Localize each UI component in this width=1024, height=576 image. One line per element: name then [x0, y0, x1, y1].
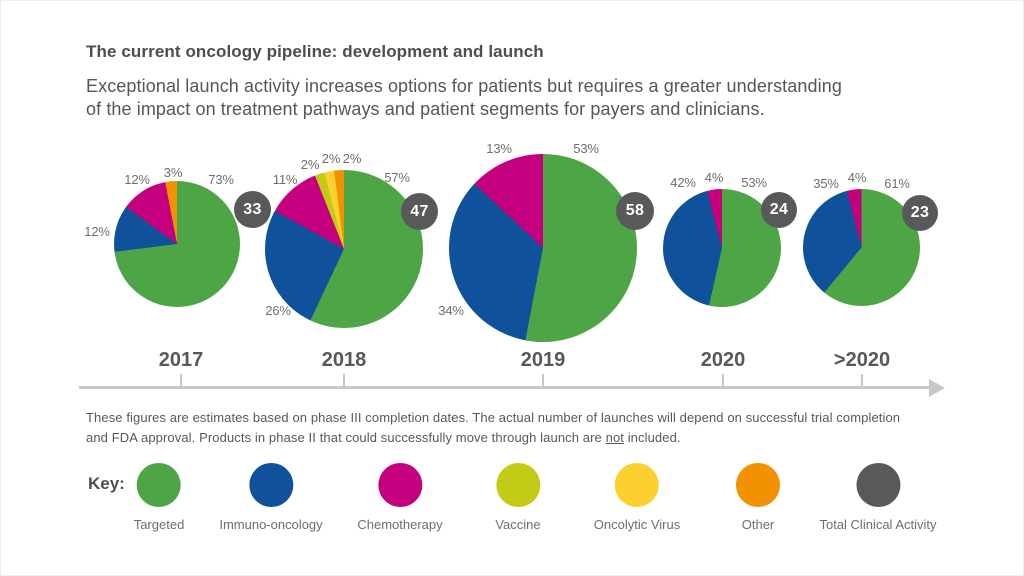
page-title: The current oncology pipeline: developme…	[86, 42, 544, 61]
pie-chart-after-2020	[803, 189, 920, 306]
year-label-2018: 2018	[321, 349, 367, 371]
total-count: 58	[625, 202, 645, 219]
footnote-line-2: and FDA approval. Products in phase II t…	[86, 430, 681, 445]
pie-label-targeted: 73%	[208, 172, 234, 187]
pie-label-other: 3%	[163, 165, 183, 180]
timeline-tick-2018	[343, 374, 345, 386]
total-badge-2020: 24	[761, 192, 797, 228]
targeted-swatch-icon	[137, 463, 181, 507]
year-label-after-2020: >2020	[833, 349, 891, 371]
year-label-2020: 2020	[700, 349, 746, 371]
pie-chart-2017	[114, 181, 240, 307]
footnote: These figures are estimates based on pha…	[86, 408, 900, 448]
chemotherapy-swatch-icon	[378, 463, 422, 507]
pie-label-other: 2%	[342, 151, 362, 166]
other-swatch-icon	[736, 463, 780, 507]
pie-chart-2019	[449, 154, 637, 342]
legend-key-label: Key:	[88, 474, 125, 493]
vaccine-swatch-icon	[495, 463, 540, 507]
legend-label: Oncolytic Virus	[593, 517, 681, 532]
legend-item-other: Other	[736, 463, 780, 532]
legend-item-immuno-oncology: Immuno-oncology	[219, 463, 323, 532]
pie-label-immuno-oncology: 35%	[813, 176, 839, 191]
legend-label: Other	[741, 517, 775, 532]
pie-label-chemotherapy: 4%	[847, 170, 867, 185]
legend-item-chemotherapy: Chemotherapy	[357, 463, 443, 532]
oncolytic-virus-swatch-icon	[615, 463, 659, 507]
total-count: 47	[410, 202, 429, 220]
total-badge-2017: 33	[234, 191, 271, 228]
pie-label-immuno-oncology: 12%	[84, 224, 110, 239]
total-badge-after-2020: 23	[902, 195, 938, 231]
page-subtitle: Exceptional launch activity increases op…	[86, 75, 842, 121]
legend-label: Targeted	[133, 517, 185, 532]
total-count: 33	[243, 200, 262, 218]
pie-label-chemotherapy: 13%	[486, 141, 512, 156]
timeline-tick-after-2020	[861, 374, 863, 386]
pie-chart-2018	[265, 170, 423, 328]
pie-label-immuno-oncology: 26%	[265, 303, 291, 318]
year-label-2017: 2017	[158, 349, 204, 371]
legend-label: Immuno-oncology	[219, 517, 323, 532]
timeline-tick-2017	[180, 374, 182, 386]
immuno-oncology-swatch-icon	[248, 463, 293, 507]
pie-label-immuno-oncology: 42%	[670, 175, 696, 190]
timeline-arrowhead-icon	[929, 379, 945, 397]
footnote-underlined-word: not	[605, 430, 624, 445]
pie-label-targeted: 53%	[573, 141, 599, 156]
legend-label: Vaccine	[495, 517, 541, 532]
year-label-2019: 2019	[520, 349, 566, 371]
legend-item-targeted: Targeted	[133, 463, 185, 532]
legend-label: Total Clinical Activity	[819, 517, 937, 532]
timeline-tick-2019	[542, 374, 544, 386]
pie-label-targeted: 57%	[384, 170, 410, 185]
pie-label-chemotherapy: 4%	[704, 170, 724, 185]
subtitle-line-1: Exceptional launch activity increases op…	[86, 76, 842, 96]
pie-label-chemotherapy: 12%	[124, 172, 150, 187]
timeline-tick-2020	[722, 374, 724, 386]
timeline-axis	[79, 386, 929, 389]
total-badge-2019: 58	[616, 192, 654, 230]
legend-label: Chemotherapy	[357, 517, 443, 532]
legend-item-vaccine: Vaccine	[495, 463, 541, 532]
legend-item-total-clinical-activity: Total Clinical Activity	[819, 463, 937, 532]
legend-item-oncolytic-virus: Oncolytic Virus	[594, 463, 680, 532]
pie-label-vaccine: 2%	[300, 157, 320, 172]
footnote-line-1: These figures are estimates based on pha…	[86, 410, 901, 425]
pie-label-immuno-oncology: 34%	[438, 303, 464, 318]
pie-label-oncolytic-virus: 2%	[321, 151, 341, 166]
pie-label-targeted: 61%	[884, 176, 910, 191]
total-count: 23	[910, 204, 930, 221]
subtitle-line-2: of the impact on treatment pathways and …	[86, 99, 765, 119]
total-badge-2018: 47	[401, 193, 438, 230]
total-count: 24	[769, 201, 789, 218]
pie-label-chemotherapy: 11%	[272, 172, 298, 187]
total-clinical-activity-swatch-icon	[855, 463, 900, 507]
pie-label-targeted: 53%	[741, 175, 767, 190]
